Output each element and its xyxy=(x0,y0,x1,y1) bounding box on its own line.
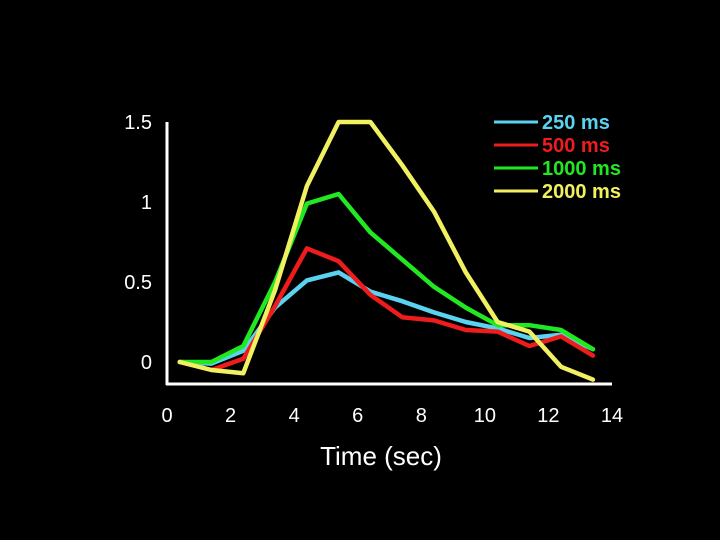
x-axis-title: Time (sec) xyxy=(320,441,442,471)
legend-label: 250 ms xyxy=(542,112,610,134)
series-line-250-ms xyxy=(177,270,596,366)
y-tick-labels: 0 0.5 1 1.5 xyxy=(124,112,152,374)
legend-label: 2000 ms xyxy=(542,181,621,203)
x-tick-label: 4 xyxy=(289,405,300,427)
x-tick-label: 8 xyxy=(416,405,427,427)
x-tick-label: 12 xyxy=(537,405,559,427)
series-line-1000-ms xyxy=(177,191,596,365)
y-tick-label: 1 xyxy=(141,192,152,214)
x-tick-label: 10 xyxy=(474,405,496,427)
x-tick-label: 2 xyxy=(225,405,236,427)
y-tick-label: 0.5 xyxy=(124,272,152,294)
y-tick-label: 1.5 xyxy=(124,112,152,134)
series-lines xyxy=(177,119,596,382)
legend-label: 500 ms xyxy=(542,135,610,157)
x-tick-label: 14 xyxy=(601,405,623,427)
y-tick-label: 0 xyxy=(141,352,152,374)
axes xyxy=(165,122,612,386)
x-tick-label: 0 xyxy=(161,405,172,427)
x-tick-label: 6 xyxy=(352,405,363,427)
series-line-2000-ms xyxy=(177,119,596,382)
series-line-500-ms xyxy=(177,246,596,373)
legend-label: 1000 ms xyxy=(542,158,621,180)
x-tick-labels: 0 2 4 6 8 10 12 14 xyxy=(161,405,623,427)
